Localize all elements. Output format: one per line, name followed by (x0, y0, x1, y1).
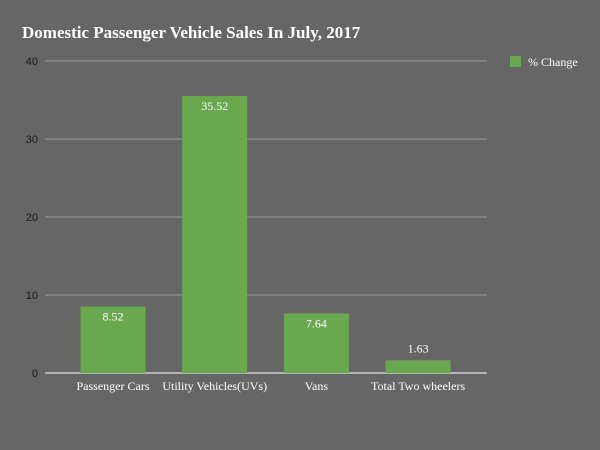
y-tick-label: 30 (26, 134, 38, 146)
data-label: 35.52 (201, 99, 228, 113)
x-tick-label: Utility Vehicles(UVs) (162, 379, 267, 393)
y-axis-ticks: 0 10 20 30 40 (26, 56, 38, 380)
y-tick-label: 0 (32, 368, 38, 380)
bars: 8.52 35.52 7.64 1.63 (80, 95, 451, 373)
bar (385, 360, 451, 373)
y-tick-label: 40 (26, 56, 38, 68)
y-tick-label: 10 (26, 290, 38, 302)
legend-label: % Change (528, 55, 578, 69)
bar (283, 313, 349, 373)
chart-title: Domestic Passenger Vehicle Sales In July… (22, 23, 361, 42)
legend-swatch (510, 56, 521, 67)
bar (182, 95, 248, 373)
data-label: 1.63 (408, 341, 429, 355)
legend: % Change (510, 55, 578, 69)
x-tick-label: Vans (305, 379, 329, 393)
x-tick-label: Total Two wheelers (371, 379, 465, 393)
x-tick-label: Passenger Cars (77, 379, 150, 393)
x-axis-labels: Passenger Cars Utility Vehicles(UVs) Vans T… (77, 379, 466, 393)
bar (80, 306, 146, 373)
y-tick-label: 20 (26, 212, 38, 224)
data-label: 7.64 (306, 316, 327, 330)
data-label: 8.52 (103, 310, 124, 324)
